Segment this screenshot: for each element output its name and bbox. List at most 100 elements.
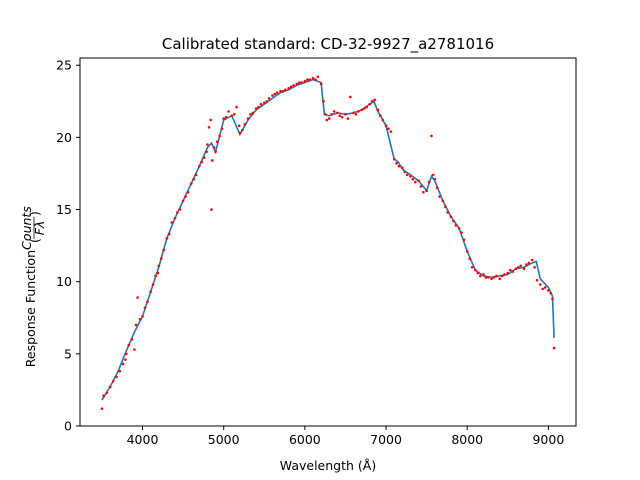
data-point	[403, 170, 407, 174]
data-point	[189, 182, 193, 185]
data-point	[205, 150, 208, 154]
data-point	[549, 291, 553, 295]
data-point	[124, 352, 128, 356]
data-point	[173, 216, 177, 220]
data-point	[435, 186, 439, 190]
y-axis-label-close-paren: )	[27, 211, 42, 216]
data-point	[325, 118, 329, 122]
data-point	[170, 221, 174, 224]
data-point	[303, 79, 307, 83]
data-point	[368, 102, 372, 106]
data-point	[498, 277, 501, 281]
data-point	[202, 156, 206, 159]
data-point	[470, 265, 474, 269]
data-point	[292, 84, 295, 87]
data-point	[519, 264, 523, 268]
data-point	[314, 78, 317, 81]
data-point	[462, 238, 466, 242]
data-point	[238, 131, 242, 135]
data-point	[422, 190, 425, 194]
data-point	[159, 257, 163, 260]
data-point	[210, 208, 213, 211]
data-point	[525, 263, 528, 266]
data-point	[181, 199, 185, 203]
data-point	[100, 407, 104, 410]
y-tick-label: 5	[64, 346, 72, 361]
data-point	[535, 278, 539, 282]
data-point	[257, 105, 260, 109]
data-point	[541, 287, 545, 291]
data-point	[297, 81, 301, 84]
data-point	[220, 127, 224, 131]
data-point	[441, 199, 445, 203]
data-point	[346, 117, 350, 120]
data-point	[316, 75, 320, 79]
data-point	[209, 118, 212, 122]
data-point	[460, 231, 463, 234]
data-point	[370, 99, 374, 103]
data-point	[192, 177, 195, 181]
data-point	[271, 94, 274, 97]
data-point	[362, 107, 366, 110]
data-point	[397, 164, 401, 168]
x-axis-label: Wavelength (Å)	[280, 458, 376, 473]
data-point	[476, 271, 480, 275]
data-point	[389, 130, 393, 133]
x-tick-label: 7000	[370, 432, 402, 447]
data-point	[211, 159, 214, 162]
data-point	[517, 265, 520, 269]
data-point	[136, 296, 139, 299]
x-tick-label: 4000	[127, 432, 159, 447]
data-point	[344, 112, 347, 116]
data-point	[327, 117, 331, 120]
data-point	[230, 114, 234, 118]
data-point	[108, 385, 112, 389]
data-point	[349, 95, 352, 99]
data-point	[357, 110, 360, 113]
data-point	[444, 205, 447, 208]
data-point	[330, 112, 333, 116]
data-point	[249, 112, 252, 116]
data-point	[105, 391, 109, 395]
data-point	[194, 173, 198, 177]
data-point	[184, 195, 187, 198]
data-point	[495, 274, 498, 278]
data-point	[214, 150, 217, 154]
data-point	[146, 300, 149, 304]
data-point	[352, 111, 355, 115]
data-point	[552, 346, 556, 350]
x-axis-ticks: 4000 5000 6000 7000 8000 9000	[127, 426, 564, 447]
data-point	[338, 114, 342, 118]
data-point	[243, 123, 247, 126]
data-point	[222, 117, 225, 120]
data-point	[281, 89, 285, 93]
data-point	[237, 124, 241, 128]
data-point	[141, 315, 144, 318]
data-point	[492, 276, 496, 279]
y-axis-label-open-paren: (	[27, 238, 42, 243]
data-point	[251, 111, 255, 115]
data-point	[227, 110, 230, 113]
x-tick-label: 5000	[208, 432, 240, 447]
data-point	[431, 173, 435, 177]
data-point	[360, 108, 363, 112]
data-point	[376, 108, 380, 112]
data-point	[465, 250, 469, 253]
data-point	[138, 317, 142, 321]
data-point	[130, 338, 134, 341]
data-point	[115, 375, 118, 379]
data-point	[381, 118, 385, 122]
data-point	[490, 277, 493, 281]
data-point	[384, 124, 388, 128]
data-point	[500, 274, 504, 278]
data-point	[522, 267, 526, 271]
x-tick-label: 8000	[451, 432, 483, 447]
data-point	[468, 257, 471, 260]
y-axis-label-group: Response Function ( Counts Fλ )	[19, 206, 47, 367]
data-point	[478, 274, 482, 278]
y-axis-label-numerator: Counts	[19, 206, 34, 250]
data-point	[503, 273, 506, 276]
data-point	[154, 274, 157, 278]
data-point	[241, 128, 244, 132]
